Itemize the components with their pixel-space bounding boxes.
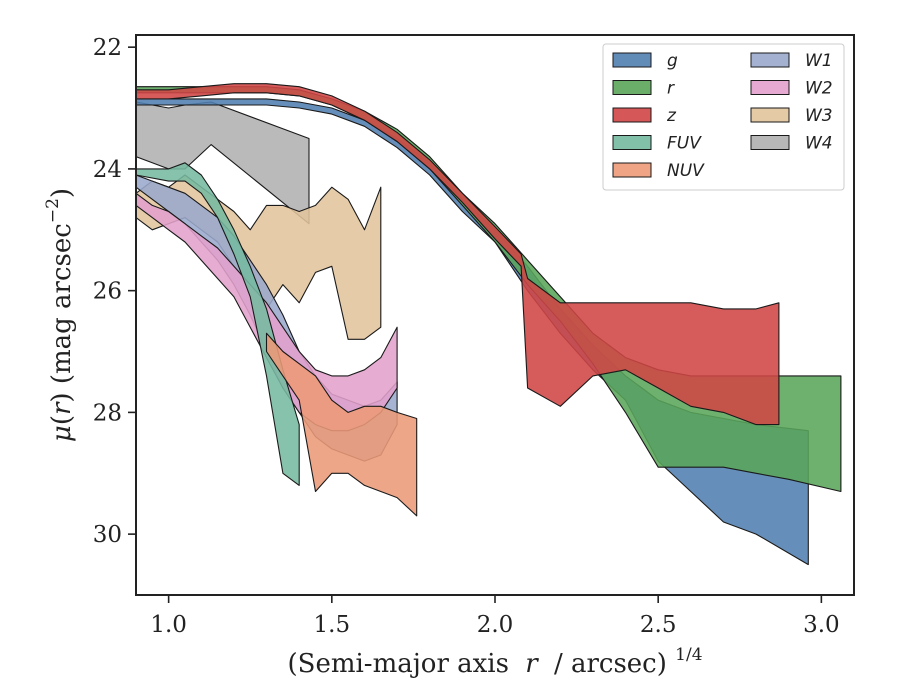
y-tick-label: 22 xyxy=(93,35,122,61)
y-tick-label: 24 xyxy=(93,157,122,183)
band-z xyxy=(136,83,780,426)
profile-bands xyxy=(136,83,842,566)
legend-label-z: z xyxy=(666,106,677,126)
legend-swatch-fuv xyxy=(612,135,652,150)
band-fuv xyxy=(136,162,300,486)
legend-label-fuv: FUV xyxy=(667,134,702,154)
y-tick-label: 26 xyxy=(93,279,122,305)
legend-label-w2: W2 xyxy=(805,79,833,99)
legend: grz FUV NUV W1 W2 W3 W4 xyxy=(602,43,845,191)
legend-swatch-w1 xyxy=(750,52,790,68)
legend-label-w4: W4 xyxy=(805,134,833,154)
x-tick-label: 1.0 xyxy=(150,612,187,638)
legend-swatch-r xyxy=(612,80,652,95)
legend-swatch-w3 xyxy=(750,107,790,123)
y-axis-ticks: 22 24 26 28 30 xyxy=(93,35,136,548)
legend-swatch-w4 xyxy=(750,135,790,150)
legend-swatch-g xyxy=(612,52,652,68)
legend-swatch-nuv xyxy=(612,162,652,178)
legend-label-w3: W3 xyxy=(805,106,833,126)
x-tick-label: 3.0 xyxy=(803,612,840,638)
x-tick-label: 2.0 xyxy=(477,612,514,638)
y-tick-label: 28 xyxy=(93,400,122,426)
x-axis-ticks: 1.0 1.5 2.0 2.5 3.0 xyxy=(150,595,840,638)
band-nuv xyxy=(265,332,418,517)
y-tick-label: 30 xyxy=(93,522,122,548)
y-axis-label: μ(r) (mag arcsec−2) xyxy=(43,188,77,442)
x-tick-label: 2.5 xyxy=(640,612,677,638)
legend-label-w1: W1 xyxy=(805,51,833,71)
legend-swatch-w2 xyxy=(750,80,790,95)
legend-label-nuv: NUV xyxy=(667,161,705,181)
legend-label-g: g xyxy=(667,51,678,71)
x-tick-label: 1.5 xyxy=(314,612,351,638)
x-axis-label: (Semi-major axis r / arcsec) 1/4 xyxy=(287,645,702,679)
legend-swatch-z xyxy=(612,107,652,123)
legend-label-r: r xyxy=(667,79,675,99)
